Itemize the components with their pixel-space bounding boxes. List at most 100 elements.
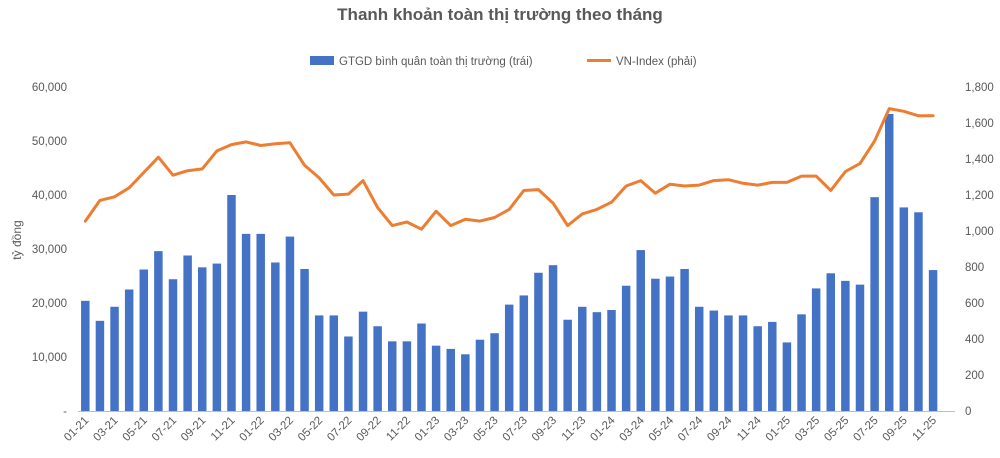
- bar: [914, 212, 923, 411]
- bar: [592, 312, 602, 411]
- left-tick-label: 60,000: [32, 82, 67, 94]
- bar: [548, 265, 558, 411]
- x-tick-label: 05-22: [296, 415, 325, 444]
- bar: [285, 236, 295, 411]
- bar: [81, 300, 90, 411]
- x-axis-ticks: 01-21 03-21 05-21 07-21 09-21 11-21 01-22 03-22…: [62, 414, 939, 444]
- x-tick-label: 01-22: [238, 415, 267, 444]
- right-tick-label: 400: [965, 334, 984, 346]
- vn-index-line: [83, 107, 935, 231]
- left-tick-label: 20,000: [32, 298, 67, 310]
- x-tick-label: 11-25: [911, 415, 940, 444]
- right-tick-label: 600: [965, 298, 984, 310]
- legend: GTGD bình quân toàn thị trường (trái) VN…: [310, 56, 697, 68]
- bar: [841, 280, 850, 411]
- bar: [724, 315, 733, 411]
- bar: [826, 273, 835, 411]
- bar: [124, 289, 134, 411]
- x-tick-label: 03-23: [442, 415, 471, 444]
- right-tick-label: 800: [965, 262, 984, 274]
- right-tick-label: 1,200: [965, 190, 994, 202]
- x-tick-label: 07-25: [851, 415, 880, 444]
- bar: [431, 345, 441, 411]
- bar: [388, 341, 397, 411]
- right-tick-label: 1,600: [965, 118, 994, 130]
- bar: [738, 315, 748, 411]
- right-tick-label: 200: [965, 370, 984, 382]
- bar: [563, 319, 572, 411]
- x-tick-label: 01-24: [588, 414, 618, 444]
- bar: [899, 207, 909, 411]
- bar: [300, 268, 309, 411]
- x-tick-label: 05-25: [822, 415, 851, 444]
- x-tick-label: 05-21: [121, 415, 150, 444]
- bar: [402, 341, 412, 411]
- x-tick-label: 09-24: [705, 414, 735, 444]
- x-tick-label: 05-23: [471, 415, 500, 444]
- bar: [621, 285, 631, 411]
- bar: [168, 279, 178, 411]
- bar: [198, 267, 207, 411]
- y-axis-label: tỷ đồng: [10, 220, 24, 259]
- bar: [651, 278, 660, 411]
- x-tick-label: 07-21: [150, 415, 179, 444]
- bar: [928, 270, 938, 411]
- line-series: [83, 107, 935, 231]
- bar: [884, 114, 894, 411]
- left-tick-label: 40,000: [32, 190, 67, 202]
- bar: [782, 342, 792, 411]
- x-tick-label: 05-24: [647, 414, 677, 444]
- right-tick-label: 1,800: [965, 82, 994, 94]
- bar: [870, 197, 879, 411]
- bar: [314, 315, 324, 411]
- bar: [329, 315, 339, 411]
- bar: [344, 336, 353, 411]
- bar: [227, 195, 236, 411]
- bar: [154, 251, 163, 411]
- bar: [811, 288, 821, 411]
- bar: [490, 333, 499, 411]
- x-tick-label: 09-23: [530, 415, 559, 444]
- bar: [709, 310, 719, 411]
- bar: [417, 323, 426, 411]
- bar: [358, 311, 368, 411]
- bar: [256, 233, 265, 411]
- bar: [373, 326, 382, 411]
- left-tick-label: -: [63, 406, 67, 418]
- x-tick-label: 11-22: [384, 415, 413, 444]
- left-tick-label: 10,000: [32, 352, 67, 364]
- x-tick-label: 01-25: [764, 415, 793, 444]
- bar: [768, 321, 777, 411]
- x-tick-label: 11-21: [209, 415, 238, 444]
- x-tick-label: 01-23: [413, 415, 442, 444]
- x-tick-label: 03-21: [91, 415, 120, 444]
- bar: [636, 250, 645, 411]
- x-tick-label: 03-25: [793, 415, 822, 444]
- bar: [241, 233, 251, 411]
- left-axis-ticks: - 10,000 20,000 30,000 40,000 50,000 60,000: [32, 82, 67, 418]
- x-tick-label: 01-21: [62, 415, 91, 444]
- bar: [665, 276, 675, 411]
- x-tick-label: 07-22: [325, 415, 354, 444]
- right-tick-label: 1,400: [965, 154, 994, 166]
- left-tick-label: 50,000: [32, 136, 67, 148]
- x-tick-label: 09-25: [881, 415, 910, 444]
- x-tick-label: 07-23: [501, 415, 530, 444]
- right-axis-ticks: 0 200 400 600 800 1,000 1,200 1,400 1,600 1,800: [965, 82, 994, 418]
- bar: [139, 269, 149, 411]
- x-tick-label: 03-24: [618, 414, 648, 444]
- x-tick-label: 11-24: [735, 414, 764, 443]
- bar-series: [81, 114, 938, 411]
- bar: [797, 314, 806, 411]
- bar: [607, 310, 616, 411]
- bar: [753, 326, 762, 411]
- bar: [475, 339, 485, 411]
- bar: [694, 306, 704, 411]
- legend-line-label: VN-Index (phải): [616, 56, 697, 68]
- bar: [446, 348, 455, 411]
- legend-bar-label: GTGD bình quân toàn thị trường (trái): [339, 56, 533, 68]
- bar: [271, 262, 280, 411]
- right-tick-label: 0: [965, 406, 971, 418]
